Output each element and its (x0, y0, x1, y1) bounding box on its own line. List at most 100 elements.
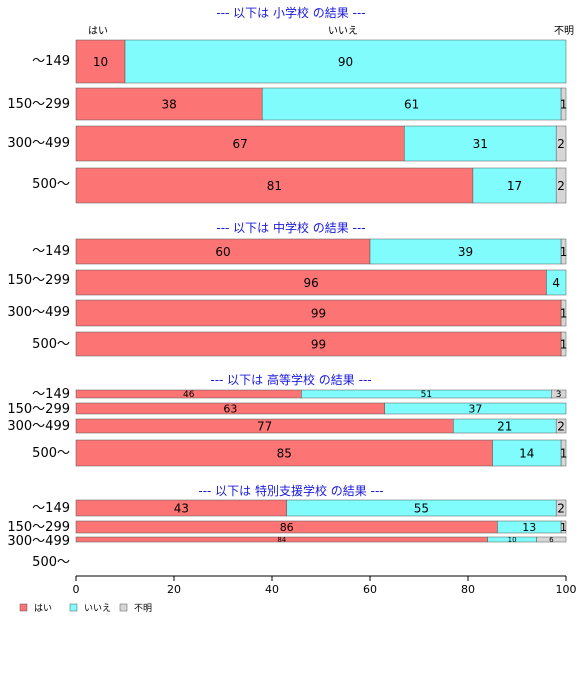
bar-segment (75, 238, 371, 265)
legend-label: はい (34, 603, 52, 614)
row-label: 500〜 (32, 337, 70, 352)
row-label: 〜149 (32, 54, 70, 69)
x-tick-label: 80 (461, 583, 475, 596)
segment-label: 99 (311, 306, 326, 320)
segment-label: 38 (161, 97, 176, 111)
top-label-no: いいえ (328, 25, 358, 37)
segment-label: 63 (223, 402, 237, 415)
legend-swatch (119, 603, 128, 612)
segment-label: 17 (507, 179, 522, 193)
bar-segment (546, 269, 567, 296)
bar-segment (555, 125, 567, 162)
bar-segment (492, 439, 562, 467)
bar-segment (560, 299, 567, 327)
segment-label: 2 (557, 501, 565, 515)
bar-segment (536, 536, 567, 543)
row-label: 〜149 (32, 501, 70, 516)
row-label: 〜149 (32, 387, 70, 402)
segment-label: 39 (458, 245, 473, 259)
bar-segment (124, 39, 567, 84)
row-label: 500〜 (32, 555, 70, 570)
bar-segment (555, 499, 567, 517)
segment-label: 1 (560, 337, 568, 351)
segment-label: 43 (174, 501, 189, 515)
row-label: 500〜 (32, 446, 70, 461)
bar-segment (555, 418, 567, 434)
row-label: 300〜499 (7, 136, 70, 151)
segment-label: 96 (304, 276, 319, 290)
bar-segment (555, 167, 567, 204)
row-label: 150〜299 (7, 273, 70, 288)
segment-label: 81 (267, 179, 282, 193)
x-tick-label: 60 (363, 583, 377, 596)
segment-label: 77 (257, 419, 272, 433)
segment-label: 6 (549, 536, 554, 544)
row-label: 300〜499 (7, 419, 70, 434)
bar-segment (75, 87, 263, 121)
segment-label: 51 (421, 390, 432, 400)
bar-segment (560, 238, 567, 265)
bar-segment (551, 389, 567, 399)
row-label: 〜149 (32, 244, 70, 259)
group-title: --- 以下は 特別支援学校 の結果 --- (198, 483, 383, 498)
segment-label: 60 (215, 245, 230, 259)
top-label-unknown: 不明 (554, 25, 574, 37)
bar-segment (472, 167, 557, 204)
row-label: 150〜299 (7, 402, 70, 417)
x-tick-label: 0 (73, 583, 80, 596)
segment-label: 99 (311, 337, 326, 351)
segment-label: 10 (508, 536, 517, 544)
group-title: --- 以下は 中学校 の結果 --- (216, 220, 365, 235)
segment-label: 10 (93, 55, 108, 69)
bar-segment (75, 125, 405, 162)
segment-label: 4 (552, 276, 560, 290)
segment-label: 85 (277, 446, 292, 460)
top-label-yes: はい (88, 25, 108, 37)
legend-swatch (69, 603, 78, 612)
group-title: --- 以下は 高等学校 の結果 --- (210, 372, 371, 387)
segment-label: 13 (522, 521, 536, 534)
x-tick-label: 100 (556, 583, 577, 596)
bar-segment (75, 439, 493, 467)
bar-segment (560, 87, 567, 121)
row-label: 300〜499 (7, 305, 70, 320)
x-tick-label: 40 (265, 583, 279, 596)
bar-segment (75, 331, 562, 357)
segment-label: 67 (233, 137, 248, 151)
bar-segment (75, 167, 474, 204)
segment-label: 90 (338, 55, 353, 69)
x-tick-label: 20 (167, 583, 181, 596)
segment-label: 21 (497, 419, 512, 433)
segment-label: 1 (560, 97, 568, 111)
bar-segment (369, 238, 562, 265)
row-label: 500〜 (32, 177, 70, 192)
group-title: --- 以下は 小学校 の結果 --- (216, 5, 365, 20)
segment-label: 55 (414, 501, 429, 515)
segment-label: 2 (557, 179, 565, 193)
segment-label: 1 (560, 521, 567, 534)
segment-label: 84 (277, 536, 286, 544)
legend-label: 不明 (134, 603, 152, 614)
bar-segment (560, 439, 567, 467)
segment-label: 2 (557, 419, 565, 433)
bar-segment (75, 39, 126, 84)
segment-label: 31 (473, 137, 488, 151)
segment-label: 1 (560, 245, 568, 259)
legend-label: いいえ (84, 603, 111, 614)
segment-label: 14 (519, 446, 534, 460)
segment-label: 1 (560, 306, 568, 320)
bar-segment (261, 87, 562, 121)
segment-label: 86 (280, 521, 294, 534)
segment-label: 2 (557, 137, 565, 151)
segment-label: 3 (556, 390, 562, 400)
legend-swatch (19, 603, 28, 612)
bar-segment (404, 125, 557, 162)
segment-label: 61 (404, 97, 419, 111)
segment-label: 37 (468, 402, 482, 415)
segment-label: 46 (183, 390, 195, 400)
segment-label: 1 (560, 446, 568, 460)
row-label: 150〜299 (7, 520, 70, 535)
bar-segment (75, 299, 562, 327)
row-label: 300〜499 (7, 534, 70, 549)
